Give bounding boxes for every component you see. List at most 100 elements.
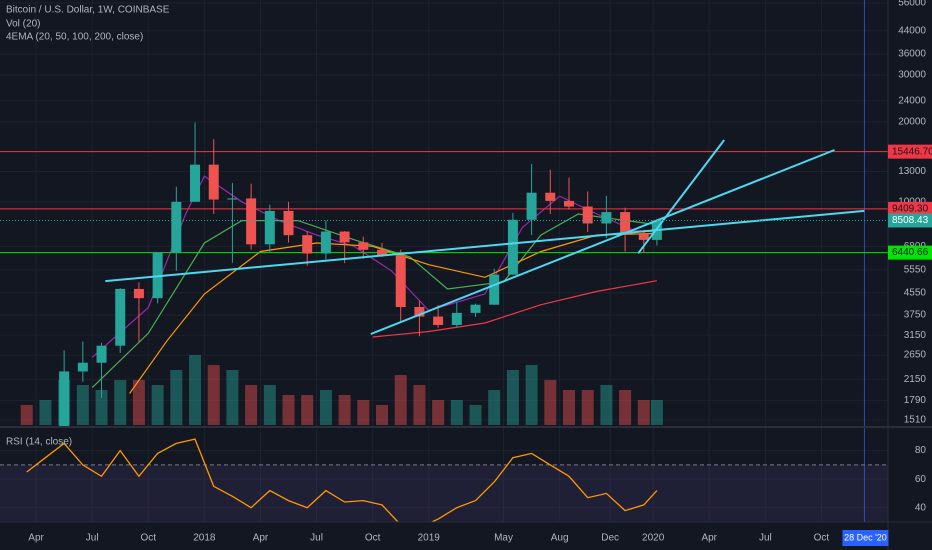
level-tag <box>888 201 932 216</box>
y-tick-label: 3750 <box>904 310 927 321</box>
volume-bar <box>650 400 663 425</box>
candle-body <box>470 304 481 313</box>
level-label: 15446.70 <box>892 146 932 157</box>
candle-body <box>171 201 182 253</box>
y-tick-label: 13000 <box>898 166 926 177</box>
candle-body <box>320 231 331 254</box>
ema-line <box>91 213 657 389</box>
y-tick-label: 24000 <box>898 95 926 106</box>
volume-bar <box>282 395 295 425</box>
volume-bar <box>619 390 632 425</box>
volume-bar <box>394 375 407 425</box>
volume-bar <box>544 380 557 425</box>
volume-bar <box>563 390 576 425</box>
y-tick-label: 30000 <box>898 70 926 81</box>
volume-bar <box>450 400 463 425</box>
y-tick-label: 56000 <box>898 0 926 9</box>
volume-bar <box>506 370 519 425</box>
candle-body <box>246 198 257 245</box>
y-tick-label: 44000 <box>898 25 926 36</box>
volume-bar <box>469 405 482 425</box>
candle-body <box>264 210 275 245</box>
candle-body <box>545 192 556 201</box>
y-tick-label: 60 <box>915 474 927 485</box>
volume-bar <box>637 400 650 425</box>
volume-bar <box>413 385 426 425</box>
cursor-tag <box>842 530 889 546</box>
x-tick-label: Jul <box>759 533 772 544</box>
volume-bar <box>39 400 52 425</box>
x-tick-label: Jul <box>310 533 323 544</box>
y-tick-label: 1790 <box>904 395 927 406</box>
trend-line <box>105 209 865 283</box>
level-tag <box>888 144 932 159</box>
ema-line <box>129 232 657 394</box>
y-tick-label: 2650 <box>904 350 927 361</box>
volume-bar <box>581 390 594 425</box>
volume-bar <box>357 400 370 425</box>
x-tick-label: Aug <box>551 533 569 544</box>
trend-line <box>370 149 835 335</box>
chart-title: Bitcoin / U.S. Dollar, 1W, COINBASE <box>6 5 170 16</box>
candle-body <box>526 192 537 220</box>
x-tick-label: Apr <box>253 533 269 544</box>
volume-bar <box>151 385 164 425</box>
volume-bar <box>226 370 239 425</box>
x-tick-label: 2020 <box>642 533 665 544</box>
x-tick-label: Dec <box>601 533 619 544</box>
x-tick-label: 2019 <box>418 533 441 544</box>
candle-body <box>507 219 518 275</box>
candle-body <box>564 200 575 207</box>
volume-label: Vol (20) <box>6 19 40 30</box>
cursor-label: 28 Dec '20 <box>844 532 887 542</box>
candle-body <box>358 242 369 250</box>
volume-bar <box>20 405 33 425</box>
level-label: 6440.66 <box>892 247 929 258</box>
candle-body <box>115 288 126 346</box>
rsi-line <box>26 438 658 522</box>
x-tick-label: May <box>494 533 513 544</box>
candle-body <box>339 231 350 243</box>
candle-body <box>133 288 144 299</box>
y-tick-label: 3150 <box>904 330 927 341</box>
trend-line <box>637 139 725 254</box>
candle-body <box>433 316 444 325</box>
rsi-title: RSI (14, close) <box>6 437 72 448</box>
grid <box>0 0 888 522</box>
candle-body <box>59 371 70 426</box>
volume-bar <box>95 390 108 425</box>
candle-body <box>601 212 612 224</box>
volume-bar <box>338 395 351 425</box>
y-tick-label: 5550 <box>904 264 927 275</box>
volume-bar <box>189 355 202 425</box>
volume-bar <box>207 365 220 425</box>
y-tick-label: 36000 <box>898 49 926 60</box>
y-tick-label: 80 <box>915 445 927 456</box>
level-label: 9409.30 <box>892 203 929 214</box>
y-tick-label: 20000 <box>898 116 926 127</box>
price-layer <box>0 122 888 426</box>
candle-body <box>620 212 631 235</box>
volume-layer <box>20 355 663 425</box>
y-tick-label: 2150 <box>904 374 927 385</box>
candle-body <box>190 164 201 202</box>
volume-bar <box>170 370 183 425</box>
volume-bar <box>432 400 445 425</box>
candle-body <box>395 255 406 307</box>
x-tick-label: Oct <box>365 533 381 544</box>
volume-bar <box>263 385 276 425</box>
volume-bar <box>319 390 332 425</box>
volume-bar <box>301 395 314 425</box>
x-tick-label: Oct <box>814 533 830 544</box>
volume-bar <box>114 380 127 425</box>
ema-label: 4EMA (20, 50, 100, 200, close) <box>6 32 143 43</box>
candle-body <box>451 312 462 325</box>
x-tick-label: Jul <box>86 533 99 544</box>
candle-body <box>208 164 219 200</box>
candle-body <box>96 345 107 363</box>
rsi-band <box>0 464 888 522</box>
x-tick-label: 2018 <box>193 533 216 544</box>
candle-body <box>638 234 649 240</box>
y-tick-label: 4550 <box>904 287 927 298</box>
